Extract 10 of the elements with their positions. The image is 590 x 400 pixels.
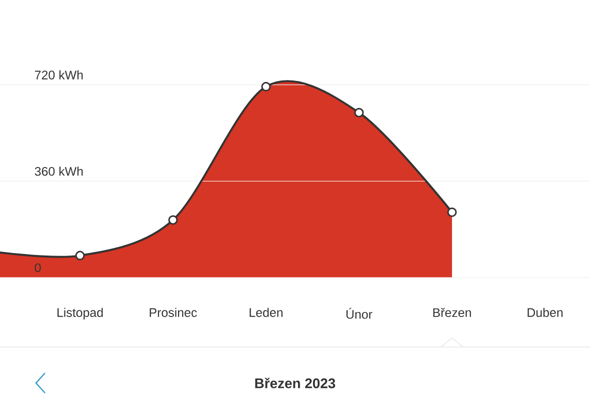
- x-tick-label: Únor: [346, 308, 372, 319]
- x-tick-label: Listopad: [57, 308, 103, 320]
- y-tick-label: 360 kWh: [34, 166, 83, 176]
- x-tick-label: Leden: [250, 308, 282, 317]
- y-tick-label: 720 kWh: [34, 70, 83, 80]
- x-tick-label: Prosinec: [150, 308, 197, 317]
- y-tick-label: 0: [34, 263, 41, 272]
- x-tick-label: Březen: [433, 308, 471, 318]
- x-tick-label: Duben: [528, 308, 563, 317]
- text: Březen 2023: [255, 378, 336, 388]
